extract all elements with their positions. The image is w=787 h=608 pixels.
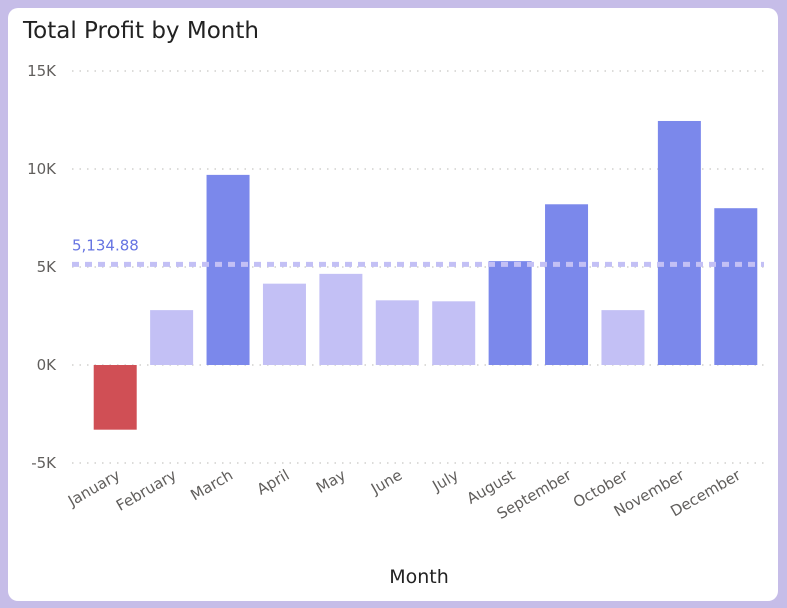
x-tick-label: April (254, 466, 293, 499)
bar-may[interactable] (319, 273, 363, 365)
average-label: 5,134.88 (72, 236, 139, 254)
bar-september[interactable] (545, 204, 589, 365)
bar-january[interactable] (93, 365, 137, 430)
x-tick-label: March (187, 466, 236, 504)
x-tick-label: June (367, 466, 405, 498)
x-tick-label: July (428, 466, 461, 496)
x-axis-title: Month (389, 566, 449, 588)
y-tick-label: 0K (37, 356, 58, 374)
bar-june[interactable] (375, 300, 419, 365)
x-tick-label: January (64, 466, 123, 511)
bar-july[interactable] (432, 301, 476, 365)
y-tick-label: 15K (27, 62, 57, 80)
bar-november[interactable] (657, 120, 701, 365)
bars (93, 120, 758, 430)
x-tick-label: May (313, 466, 349, 497)
y-tick-label: 5K (37, 258, 58, 276)
x-tick-label: February (113, 466, 180, 515)
bar-march[interactable] (206, 174, 250, 365)
average-line-group: 5,134.88 (72, 236, 764, 267)
bar-october[interactable] (601, 310, 645, 365)
y-tick-label: -5K (31, 454, 57, 472)
chart-title: Total Profit by Month (23, 18, 259, 44)
bar-april[interactable] (262, 283, 306, 365)
y-axis-ticks: -5K 0K 5K 10K 15K (27, 62, 57, 472)
bar-december[interactable] (714, 208, 758, 365)
y-tick-label: 10K (27, 160, 57, 178)
chart-card: Total Profit by Month -5K 0K 5K 10K 15K 5,13… (8, 8, 778, 601)
bar-august[interactable] (488, 261, 532, 365)
bar-february[interactable] (150, 310, 194, 365)
